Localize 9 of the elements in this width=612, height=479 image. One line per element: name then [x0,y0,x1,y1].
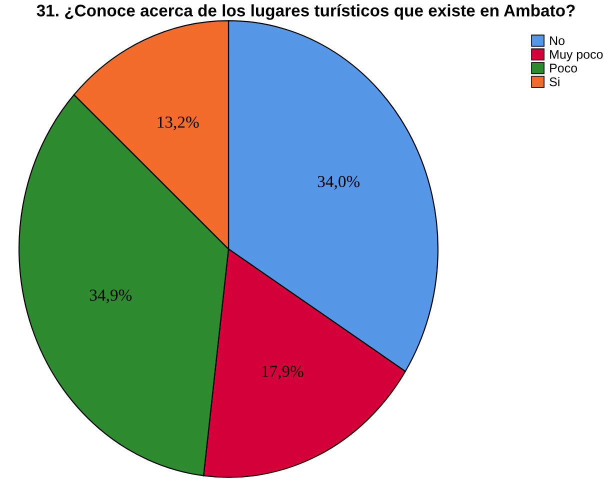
legend-label: Si [550,77,560,86]
data-label: 34,0% [318,176,360,190]
data-label: 17,9% [262,366,304,380]
legend-label: Poco [550,64,578,73]
data-label: 34,9% [90,290,132,304]
chart-title: 31. ¿Conoce acerca de los lugares turísticos que existe en Ambato? [36,4,575,20]
legend-label: Muy poco [550,50,603,62]
data-label: 13,2% [158,116,199,130]
legend-label: No [550,36,565,46]
